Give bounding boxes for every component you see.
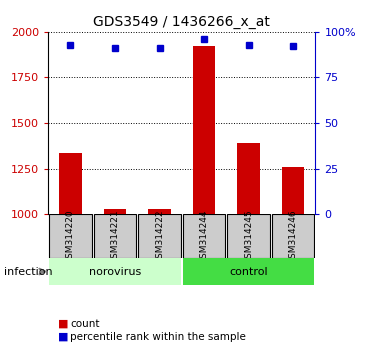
Bar [148, 209, 171, 214]
Text: GSM314220: GSM314220 [66, 209, 75, 264]
Text: norovirus: norovirus [89, 267, 141, 277]
Text: ■: ■ [58, 319, 68, 329]
Text: ■: ■ [58, 332, 68, 342]
Bar [183, 258, 315, 285]
Bar [183, 214, 226, 258]
Text: control: control [229, 267, 268, 277]
Bar [193, 46, 215, 214]
Text: GSM314245: GSM314245 [244, 209, 253, 264]
Text: GSM314222: GSM314222 [155, 209, 164, 263]
Bar [227, 214, 270, 258]
Text: GSM314244: GSM314244 [200, 209, 209, 263]
Bar [93, 214, 137, 258]
Bar [49, 214, 92, 258]
Bar [272, 214, 315, 258]
Bar [237, 143, 260, 214]
Bar [282, 167, 304, 214]
Text: percentile rank within the sample: percentile rank within the sample [70, 332, 246, 342]
Bar [138, 214, 181, 258]
Text: count: count [70, 319, 100, 329]
Bar [59, 153, 82, 214]
Title: GDS3549 / 1436266_x_at: GDS3549 / 1436266_x_at [93, 16, 270, 29]
Text: GSM314246: GSM314246 [289, 209, 298, 264]
Bar [104, 209, 126, 214]
Bar [49, 258, 181, 285]
Text: GSM314221: GSM314221 [111, 209, 119, 264]
Text: infection: infection [4, 267, 52, 276]
